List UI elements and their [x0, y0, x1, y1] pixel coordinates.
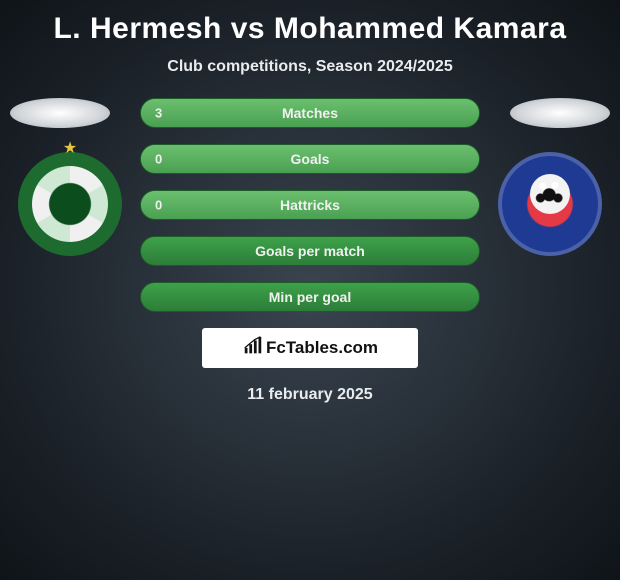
bar-chart-icon	[242, 335, 264, 362]
stat-label-min-per-goal: Min per goal	[141, 289, 479, 305]
page-title: L. Hermesh vs Mohammed Kamara	[0, 0, 620, 46]
stat-label-matches: Matches	[141, 105, 479, 121]
stat-label-goals: Goals	[141, 151, 479, 167]
brand-text: FcTables.com	[266, 338, 378, 358]
subtitle: Club competitions, Season 2024/2025	[0, 58, 620, 76]
stat-row-min-per-goal: Min per goal	[140, 282, 480, 312]
brand-badge: FcTables.com	[202, 328, 418, 368]
club-badge-left	[18, 152, 122, 256]
club-badge-right	[498, 152, 602, 256]
stat-label-hattricks: Hattricks	[141, 197, 479, 213]
comparison-panel: 3 Matches 0 Goals 0 Hattricks Goals per …	[0, 98, 620, 404]
date-label: 11 february 2025	[0, 386, 620, 404]
stat-row-goals: 0 Goals	[140, 144, 480, 174]
stat-label-goals-per-match: Goals per match	[141, 243, 479, 259]
stat-row-matches: 3 Matches	[140, 98, 480, 128]
stat-row-hattricks: 0 Hattricks	[140, 190, 480, 220]
stat-bars: 3 Matches 0 Goals 0 Hattricks Goals per …	[140, 98, 480, 312]
stat-row-goals-per-match: Goals per match	[140, 236, 480, 266]
player-right-avatar	[510, 98, 610, 128]
player-left-avatar	[10, 98, 110, 128]
